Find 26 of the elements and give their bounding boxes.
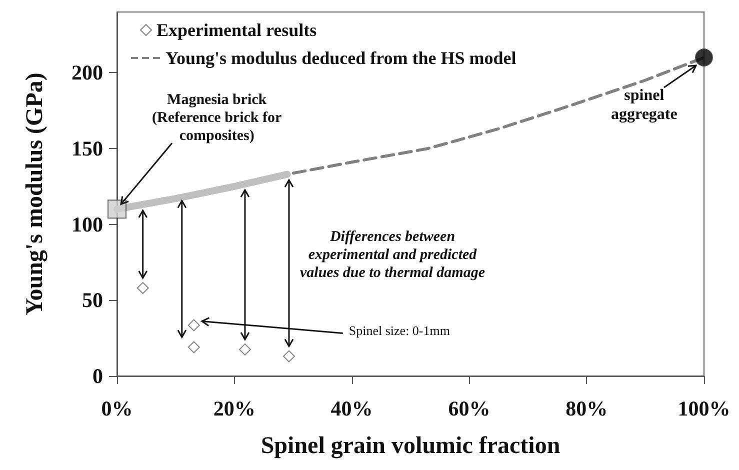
x-tick-label: 100% bbox=[678, 396, 730, 420]
point bbox=[188, 319, 200, 332]
annotation: spinel aggregate bbox=[611, 86, 678, 124]
point bbox=[108, 200, 126, 219]
y-tick-label: 100 bbox=[72, 212, 103, 236]
point bbox=[238, 343, 251, 356]
x-tick-label: 60% bbox=[448, 396, 490, 420]
annotation: Magnesia brick (Reference brick for composites) bbox=[152, 91, 282, 146]
y-tick-label: 200 bbox=[72, 60, 103, 85]
y-axis-title: Young's modulus (GPa) bbox=[22, 72, 48, 316]
x-axis-title: Spinel grain volumic fraction bbox=[260, 433, 560, 459]
y-tick-label: 50 bbox=[82, 288, 103, 312]
x-tick-label: 20% bbox=[213, 396, 256, 420]
legend-label: Experimental results bbox=[156, 20, 317, 40]
point bbox=[695, 48, 713, 66]
y-tick-label: 0 bbox=[92, 364, 103, 388]
point bbox=[136, 282, 149, 294]
annotation: Spinel size: 0-1mm bbox=[348, 323, 450, 339]
annotation: Differences between experimental and predicted values due to thermal damage bbox=[300, 228, 485, 282]
x-tick-label: 40% bbox=[330, 396, 373, 420]
x-tick-label: 0% bbox=[101, 396, 133, 420]
x-tick-label: 80% bbox=[566, 396, 608, 420]
point bbox=[282, 350, 295, 362]
point bbox=[188, 341, 200, 354]
legend-label: Young's modulus deduced from the HS model bbox=[166, 48, 516, 68]
y-tick-label: 150 bbox=[72, 136, 103, 160]
